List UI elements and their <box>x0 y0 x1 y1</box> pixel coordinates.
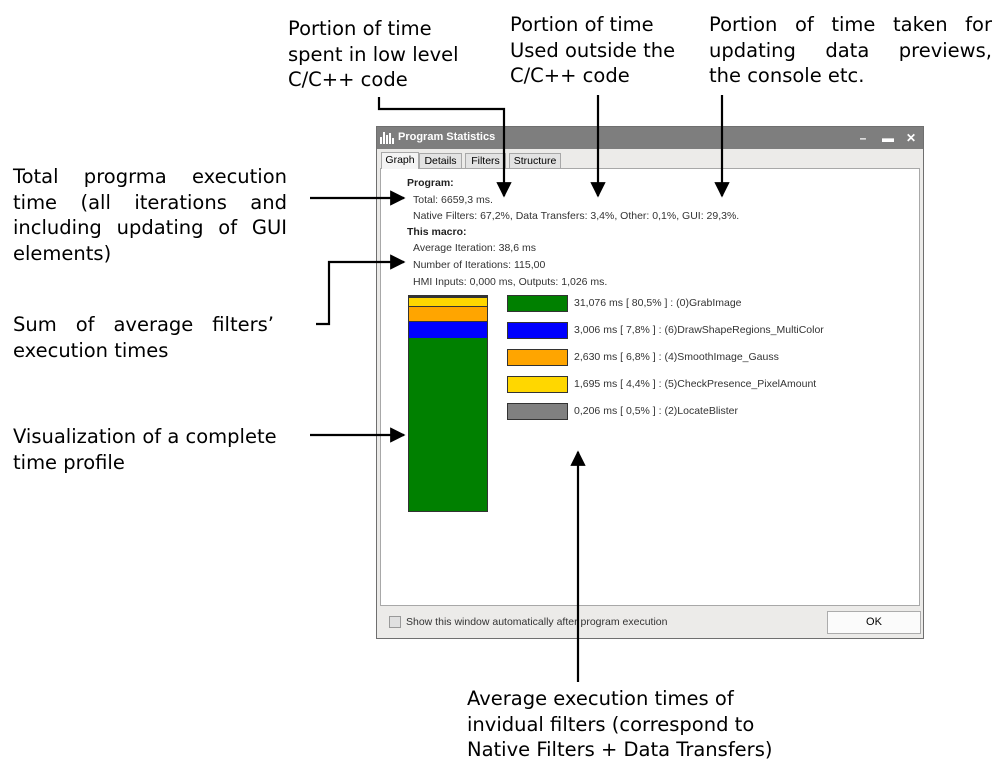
tab-structure[interactable]: Structure <box>509 153 561 168</box>
annotation-gui-time: Portion of time taken for updating data … <box>709 13 992 87</box>
time-profile-stack <box>408 295 488 512</box>
legend-swatch-4 <box>507 403 568 420</box>
annotation-total-time: Total progrma execution time (all iterat… <box>13 165 287 265</box>
title-bar: Program Statistics – ▬ ✕ <box>377 127 923 149</box>
maximize-icon[interactable]: ▬ <box>882 131 894 145</box>
minimize-icon[interactable]: – <box>859 131 867 145</box>
stack-segment-1 <box>409 321 487 338</box>
window-title: Program Statistics <box>398 131 496 143</box>
annotation-low-level-time: Portion of time spent in low level C/C++… <box>288 17 459 91</box>
close-icon[interactable]: ✕ <box>905 131 917 145</box>
stack-segment-2 <box>409 306 487 321</box>
stack-segment-4 <box>409 296 487 297</box>
legend-label-1: 3,006 ms [ 7,8% ] : (6)DrawShapeRegions_… <box>574 324 824 336</box>
legend-swatch-3 <box>507 376 568 393</box>
annotation-sum-filters: Sum of average filters’ execution times <box>13 313 274 362</box>
legend-label-4: 0,206 ms [ 0,5% ] : (2)LocateBlister <box>574 405 738 417</box>
auto-show-checkbox[interactable] <box>389 616 401 628</box>
legend-swatch-0 <box>507 295 568 312</box>
hmi-times: HMI Inputs: 0,000 ms, Outputs: 1,026 ms. <box>413 276 608 288</box>
time-breakdown: Native Filters: 67,2%, Data Transfers: 3… <box>413 210 740 222</box>
legend-label-0: 31,076 ms [ 80,5% ] : (0)GrabImage <box>574 297 742 309</box>
legend-swatch-1 <box>507 322 568 339</box>
total-time: Total: 6659,3 ms. <box>413 194 493 206</box>
tab-graph[interactable]: Graph <box>381 152 419 169</box>
tab-filters[interactable]: Filters <box>465 153 506 168</box>
macro-heading: This macro: <box>407 226 467 238</box>
tab-details[interactable]: Details <box>419 153 462 168</box>
legend-swatch-2 <box>507 349 568 366</box>
annotation-visualization: Visualization of a complete time profile <box>13 425 277 474</box>
number-of-iterations: Number of Iterations: 115,00 <box>413 259 546 271</box>
program-heading: Program: <box>407 177 454 189</box>
stack-segment-0 <box>409 338 487 511</box>
stack-segment-3 <box>409 297 487 306</box>
average-iteration: Average Iteration: 38,6 ms <box>413 242 536 254</box>
graph-panel: Program: Total: 6659,3 ms. Native Filter… <box>380 168 920 606</box>
auto-show-label: Show this window automatically after pro… <box>406 616 668 628</box>
ok-button[interactable]: OK <box>827 611 921 634</box>
annotation-outside-time: Portion of time Used outside the C/C++ c… <box>510 13 676 87</box>
program-statistics-window: Program Statistics – ▬ ✕ Graph Details F… <box>376 126 924 639</box>
legend-label-2: 2,630 ms [ 6,8% ] : (4)SmoothImage_Gauss <box>574 351 779 363</box>
annotation-average-times: Average execution times of invidual filt… <box>467 687 773 761</box>
bar-chart-icon <box>380 132 395 144</box>
legend-label-3: 1,695 ms [ 4,4% ] : (5)CheckPresence_Pix… <box>574 378 817 390</box>
